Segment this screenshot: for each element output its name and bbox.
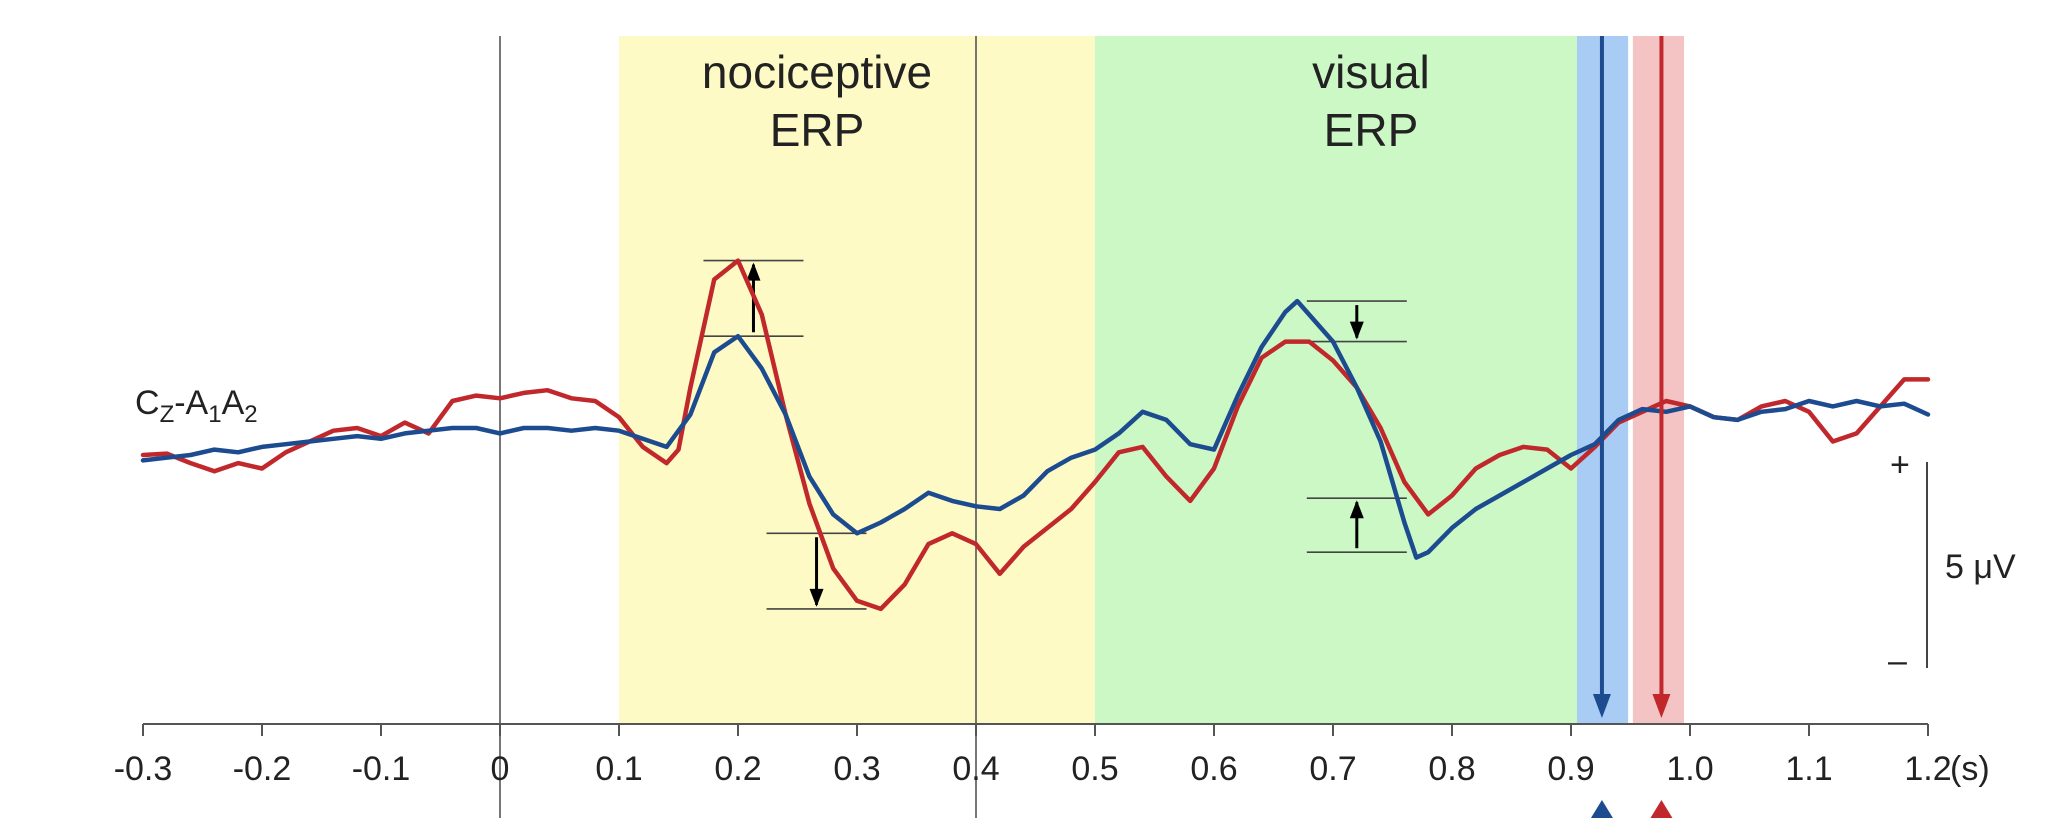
bracket-arrowhead-2 xyxy=(1349,321,1364,340)
x-tick-label: 0.8 xyxy=(1428,750,1475,788)
series-line-0 xyxy=(140,258,1931,612)
scale-bar-minus: – xyxy=(1888,642,1907,680)
amplitude-brackets xyxy=(703,259,1407,610)
series-group xyxy=(140,258,1931,612)
x-tick-label: 1.0 xyxy=(1666,750,1713,788)
x-tick-label: 0.4 xyxy=(952,750,999,788)
bracket-arrowhead-1 xyxy=(809,588,824,607)
x-tick-label: -0.2 xyxy=(233,750,292,788)
x-tick-label: -0.1 xyxy=(352,750,411,788)
reference-lines xyxy=(499,36,977,818)
x-axis: -0.3 -0.2 -0.1 0 0.1 0.2 0.3 0.4 0.5 0.6 0.7 0.8 0.9… xyxy=(114,723,1990,788)
response-band-1 xyxy=(1632,36,1685,724)
response-arrowhead-0 xyxy=(1592,694,1611,718)
region-labels: nociceptive ERP visual ERP xyxy=(702,46,1430,156)
x-tick-label: 0.3 xyxy=(833,750,880,788)
response-triangle-0 xyxy=(1590,800,1613,818)
scale-bar-plus: + xyxy=(1890,446,1910,484)
x-tick-label: 0.5 xyxy=(1071,750,1118,788)
series-line-1 xyxy=(140,298,1931,560)
bracket-arrowhead-0 xyxy=(746,262,761,281)
x-tick-label: 0.7 xyxy=(1309,750,1356,788)
x-tick-label: 0.6 xyxy=(1190,750,1237,788)
region-shading xyxy=(619,36,1685,724)
x-tick-label: 0.9 xyxy=(1547,750,1594,788)
x-axis-unit-label: (s) xyxy=(1950,750,1990,788)
scale-bar-label: 5 μV xyxy=(1945,548,2016,586)
region-band-1 xyxy=(1095,36,1577,724)
scale-bar: + – 5 μV xyxy=(1888,446,2016,680)
region-subtitle-1: ERP xyxy=(1324,104,1419,156)
region-title-1: visual xyxy=(1312,46,1430,98)
region-subtitle-0: ERP xyxy=(770,104,865,156)
x-tick-label: 1.2 xyxy=(1904,750,1951,788)
response-triangle-1 xyxy=(1650,800,1673,818)
channel-label: CZ-A1A2 xyxy=(135,384,258,428)
region-title-0: nociceptive xyxy=(702,46,932,98)
x-tick-label: 1.1 xyxy=(1785,750,1832,788)
response-markers xyxy=(1590,36,1673,818)
bracket-arrowhead-3 xyxy=(1349,500,1364,519)
x-tick-label: 0.2 xyxy=(714,750,761,788)
x-tick-label: 0 xyxy=(491,750,510,788)
x-tick-label: 0.1 xyxy=(595,750,642,788)
response-arrowhead-1 xyxy=(1652,694,1671,718)
x-tick-label: -0.3 xyxy=(114,750,173,788)
